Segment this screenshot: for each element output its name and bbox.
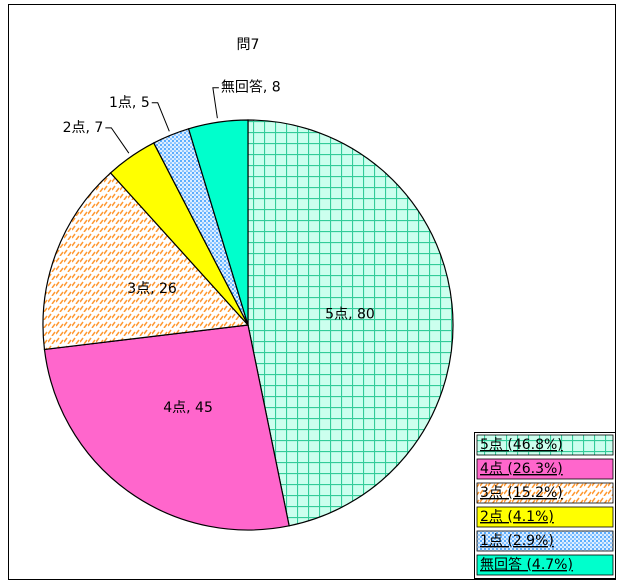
leader-line [151, 102, 170, 132]
legend-label: 4点 (26.3%) [480, 461, 563, 477]
data-label: 5点, 80 [325, 307, 375, 323]
legend-label: 無回答 (4.7%) [480, 556, 573, 573]
pie-slice [187, 119, 249, 326]
data-label: 3点, 26 [127, 281, 177, 297]
data-label: 4点, 45 [163, 400, 213, 416]
pie-slice [247, 119, 454, 527]
legend-swatch [476, 458, 614, 480]
legend-label: 2点 (4.1%) [480, 509, 554, 525]
legend-swatch [476, 434, 614, 456]
leader-line [212, 87, 219, 119]
legend-swatch [476, 554, 614, 576]
legend-label: 5点 (46.8%) [480, 437, 563, 453]
data-label: 無回答, 8 [221, 79, 281, 96]
legend-box [474, 432, 616, 579]
data-label: 1点, 5 [109, 95, 150, 111]
pie-slice [43, 324, 290, 531]
legend-swatch [476, 506, 614, 528]
legend-swatch [476, 530, 614, 552]
legend-label: 1点 (2.9%) [480, 533, 554, 549]
legend-swatch [476, 482, 614, 504]
pie-slice [42, 172, 250, 351]
leader-line [105, 127, 130, 154]
data-label: 2点, 7 [63, 120, 104, 136]
chart-title: 問7 [237, 37, 260, 53]
legend-label: 3点 (15.2%) [480, 485, 563, 501]
